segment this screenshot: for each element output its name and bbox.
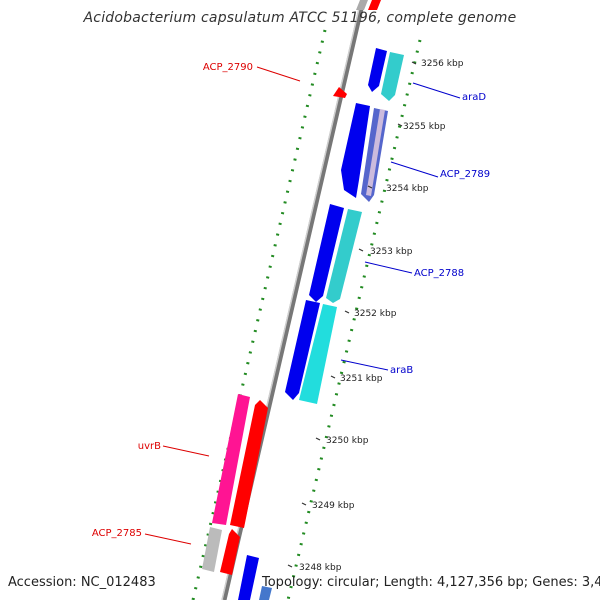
- tick-label: 3254 kbp: [386, 184, 429, 194]
- cds-cyan-araD: [381, 52, 404, 101]
- tick-labels: 3256 kbp 3255 kbp 3254 kbp 3253 kbp 3252…: [299, 59, 464, 573]
- cds-blue-6: [259, 586, 272, 600]
- cds-pink-uvrB: [212, 394, 250, 525]
- gene-label-araD: araD: [462, 92, 486, 103]
- label-connectors: [144, 66, 461, 545]
- tick-label: 3249 kbp: [312, 501, 355, 511]
- tick-label: 3256 kbp: [421, 59, 464, 69]
- cds-multicolor-stripe: [366, 109, 385, 196]
- cds-red-2: [230, 400, 268, 528]
- cds-red-3: [220, 529, 240, 575]
- cds-blue-5: [238, 555, 259, 600]
- tick-label: 3248 kbp: [299, 563, 342, 573]
- map-title: Acidobacterium capsulatum ATCC 51196, co…: [83, 10, 517, 26]
- tick-label: 3250 kbp: [326, 436, 369, 446]
- cds-blue-2: [341, 103, 370, 198]
- gene-label-acp2790: ACP_2790: [203, 62, 253, 73]
- gene-label-acp2785: ACP_2785: [92, 528, 142, 539]
- tick-label: 3251 kbp: [340, 374, 383, 384]
- gene-labels: araD ACP_2789 ACP_2788 araB ACP_2790 uvr…: [92, 62, 490, 539]
- tick-label: 3255 kbp: [403, 122, 446, 132]
- cds-grey-acp2785: [202, 527, 222, 572]
- cds-blue-1: [368, 48, 387, 92]
- inner-dotted-track: [286, 39, 422, 600]
- cds-blue-4: [285, 300, 320, 400]
- cds-cyan-araB: [299, 304, 337, 404]
- cds-blue-3: [309, 204, 344, 302]
- cds-top-red: [368, 0, 381, 10]
- tick-label: 3253 kbp: [370, 247, 413, 257]
- gene-label-acp2788: ACP_2788: [414, 268, 464, 279]
- accession-label: Accession: NC_012483: [8, 575, 156, 590]
- gene-label-acp2789: ACP_2789: [440, 169, 490, 180]
- tick-marks: [287, 61, 417, 568]
- cds-cyan-acp2788: [326, 209, 362, 303]
- gene-label-araB: araB: [390, 365, 413, 376]
- tick-label: 3252 kbp: [354, 309, 397, 319]
- cds-top-grey: [356, 0, 368, 10]
- cds-red-acp2790: [333, 87, 347, 98]
- gene-label-uvrB: uvrB: [138, 441, 161, 452]
- genome-summary: Topology: circular; Length: 4,127,356 bp…: [262, 575, 600, 590]
